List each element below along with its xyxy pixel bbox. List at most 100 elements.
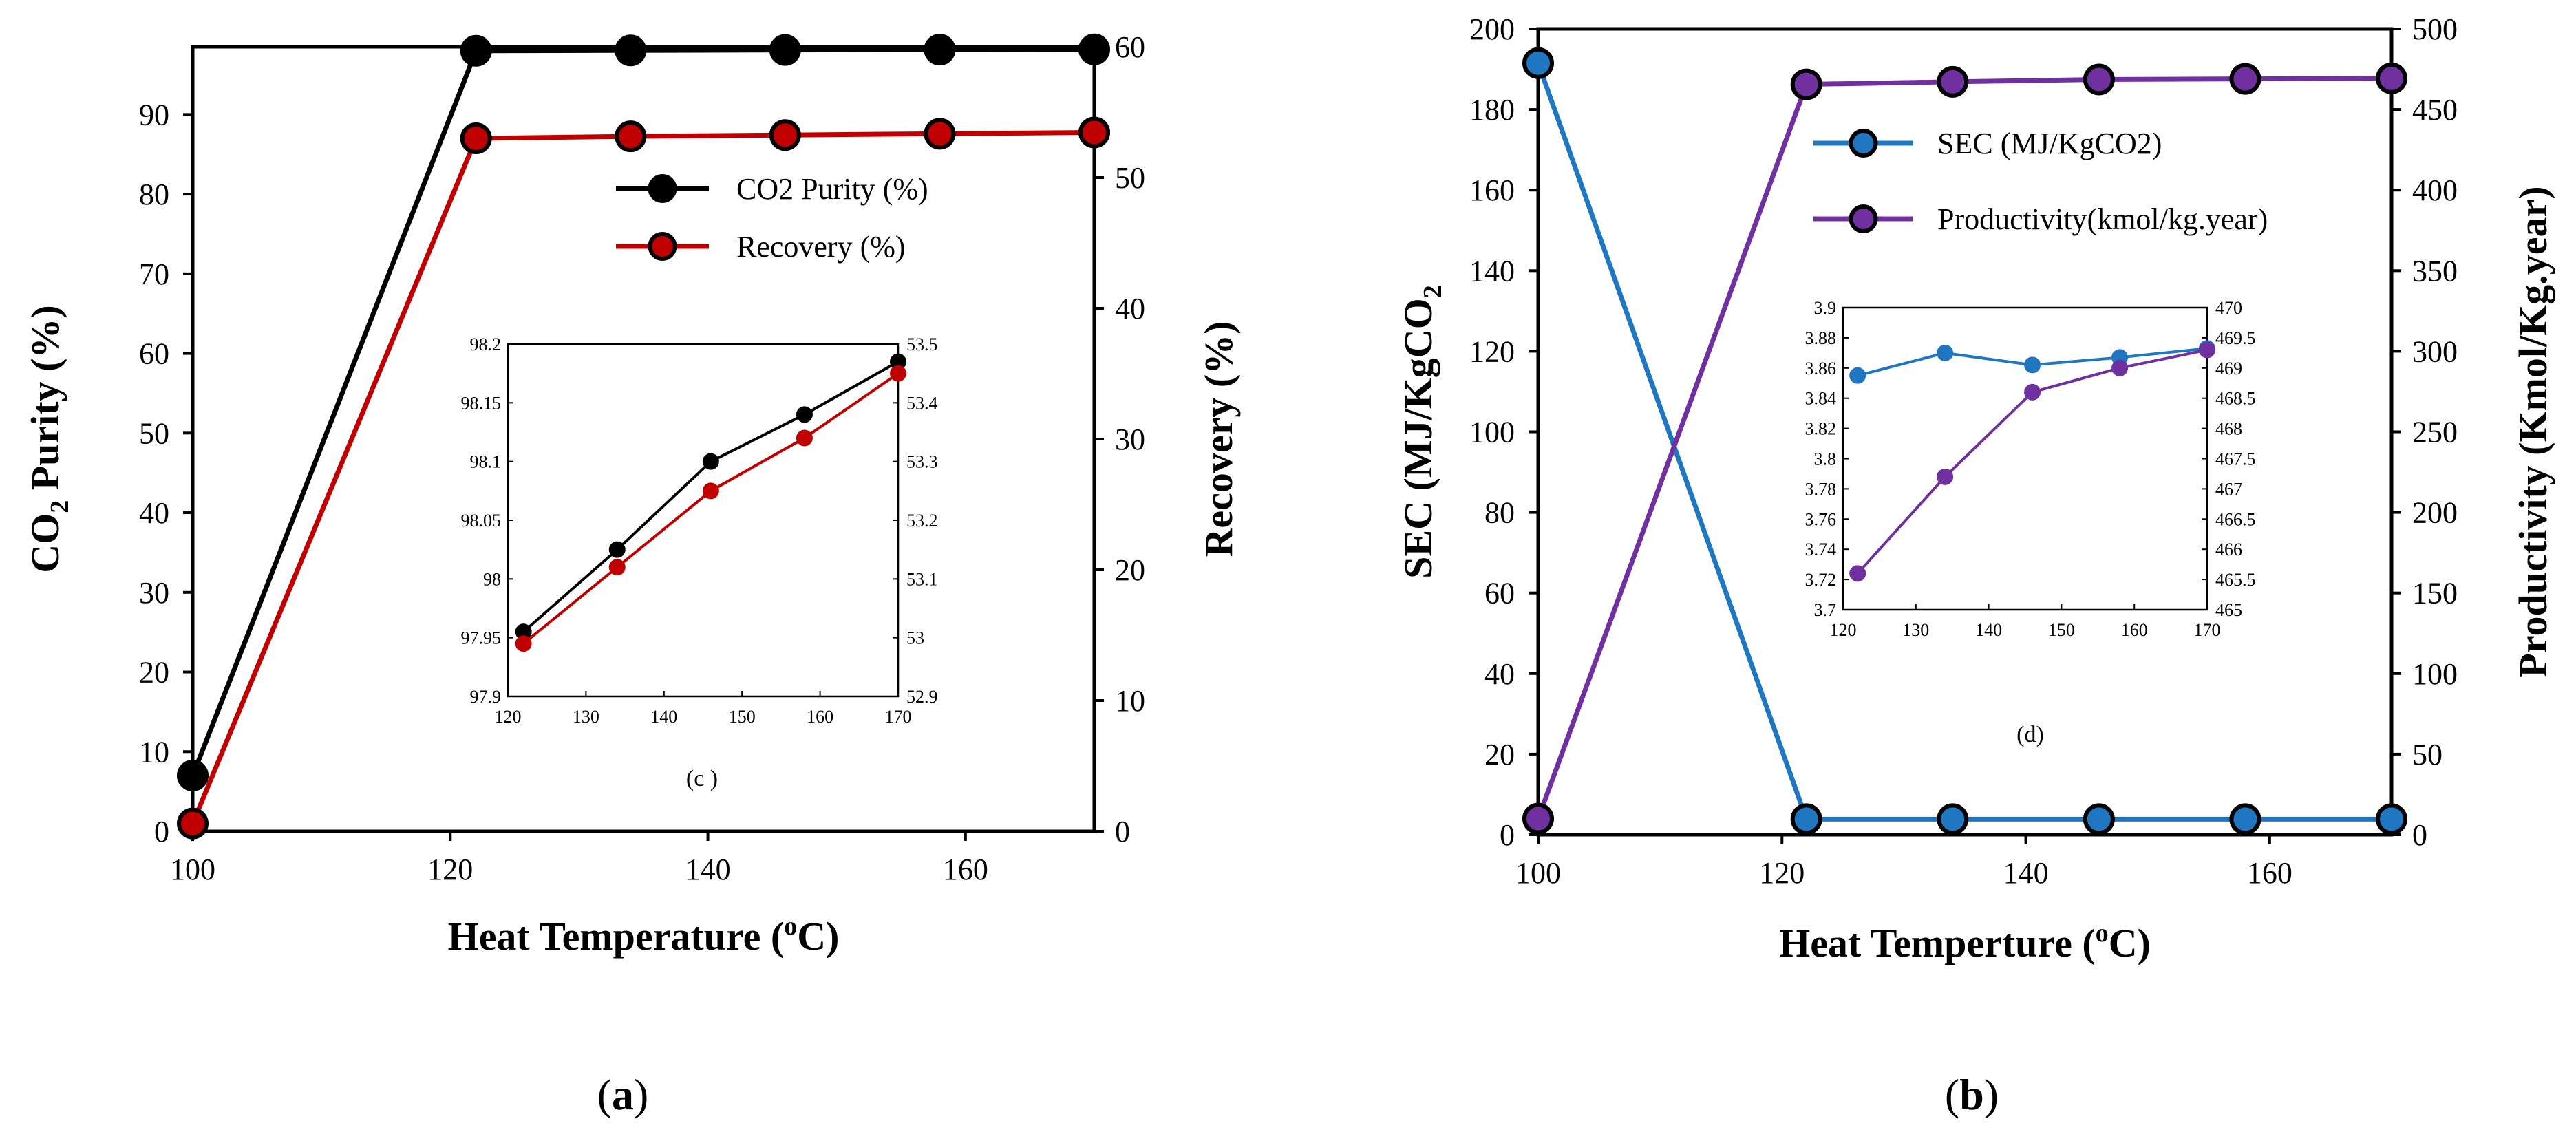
- y-left-tick-label: 80: [1484, 496, 1515, 530]
- inset-y-left-tick-label: 98: [483, 569, 501, 589]
- x-axis-label-tail: C): [797, 914, 839, 959]
- inset-data-point: [610, 559, 625, 575]
- data-point: [1524, 50, 1552, 77]
- legend-marker: [650, 234, 675, 259]
- legend-marker: [1851, 206, 1876, 231]
- inset-y-left-tick-label: 3.78: [1805, 479, 1837, 499]
- inset-y-right-tick-label: 468: [2215, 419, 2242, 439]
- data-point: [462, 37, 490, 65]
- data-point: [1939, 68, 1966, 96]
- inset-y-left-tick-label: 3.8: [1814, 449, 1837, 469]
- inset-x-tick-label: 130: [573, 707, 599, 727]
- inset-y-right-tick-label: 53.3: [906, 452, 938, 472]
- inset-frame: [508, 344, 898, 696]
- inset-x-tick-label: 150: [2048, 620, 2075, 640]
- x-tick-label: 100: [1515, 856, 1561, 890]
- y-left-tick-label: 180: [1469, 93, 1515, 127]
- inset-y-right-tick-label: 53.4: [906, 393, 938, 413]
- y-left-tick-label: 60: [139, 337, 169, 371]
- y-left-tick-label: 10: [139, 735, 169, 769]
- y-left-tick-label: 200: [1469, 12, 1515, 46]
- data-point: [1081, 118, 1108, 146]
- inset-y-right-tick-label: 53.5: [906, 334, 938, 354]
- inset-data-point: [2025, 385, 2040, 400]
- inset-data-point: [797, 431, 812, 446]
- data-point: [1081, 36, 1108, 63]
- inset-data-point: [2025, 357, 2040, 372]
- panel-caption-open: (: [597, 1070, 612, 1119]
- y-right-tick-label: 150: [2412, 577, 2458, 610]
- y-right-tick-label: 50: [2412, 738, 2442, 771]
- figure-canvas: 100 120 140 1600102030405060708090010203040…: [0, 0, 2576, 1132]
- inset-y-left-tick-label: 3.86: [1805, 359, 1837, 378]
- inset-data-point: [516, 636, 531, 651]
- x-axis-label-sup: o: [2096, 919, 2109, 948]
- inset-x-tick-label: 160: [2121, 620, 2148, 640]
- legend-marker: [1851, 131, 1876, 156]
- inset-data-point: [1850, 566, 1865, 581]
- y-left-tick-label: 60: [1484, 577, 1515, 610]
- inset-y-right-tick-label: 465.5: [2215, 570, 2256, 590]
- inset-y-left-tick-label: 98.15: [461, 393, 502, 413]
- inset-data-point: [703, 454, 718, 469]
- inset-y-right-tick-label: 53.2: [906, 511, 938, 531]
- inset-data-point: [1850, 368, 1865, 383]
- data-point: [2378, 805, 2405, 833]
- inset-y-right-tick-label: 52.9: [906, 687, 938, 707]
- inset-y-left-tick-label: 3.84: [1805, 389, 1837, 409]
- legend-label: Productivity(kmol/kg.year): [1937, 202, 2268, 236]
- inset-data-point: [797, 407, 812, 422]
- panel-caption-close: ): [1984, 1070, 1999, 1119]
- inset-y-right-tick-label: 470: [2215, 298, 2242, 318]
- inset-y-left-tick-label: 3.88: [1805, 328, 1837, 348]
- y-right-tick-label: 100: [2412, 657, 2458, 691]
- legend-marker: [650, 176, 675, 201]
- inset-label: (c ): [686, 766, 718, 791]
- panel-caption-close: ): [634, 1070, 648, 1119]
- y-left-tick-label: 40: [139, 496, 169, 530]
- y-left-tick-label: 0: [1500, 818, 1515, 852]
- y-left-tick-label: 40: [1484, 657, 1515, 691]
- legend-label: Recovery (%): [736, 230, 906, 264]
- x-axis-label-tail: C): [2109, 921, 2151, 965]
- panel-caption: (b): [1945, 1070, 1999, 1119]
- inset-y-right-tick-label: 469: [2215, 359, 2242, 378]
- inset-y-left-tick-label: 98.1: [470, 452, 502, 472]
- y-right-tick-label: 40: [1115, 292, 1145, 325]
- y-right-axis-label: Recovery (%): [1196, 321, 1241, 557]
- legend-label: CO2 Purity (%): [736, 172, 928, 206]
- data-point: [1793, 71, 1820, 98]
- y-left-tick-label: 100: [1469, 416, 1515, 449]
- data-point: [617, 122, 644, 150]
- y-left-tick-label: 140: [1469, 254, 1515, 288]
- y-right-tick-label: 60: [1115, 30, 1145, 64]
- inset-x-tick-label: 170: [2194, 620, 2221, 640]
- inset-y-left-tick-label: 3.9: [1814, 298, 1837, 318]
- inset-data-point: [891, 366, 906, 381]
- y-left-axis-label-tail: Purity (%): [23, 305, 67, 500]
- inset-y-left-tick-label: 3.82: [1805, 419, 1837, 439]
- data-point: [771, 121, 799, 149]
- inset-y-left-tick-label: 97.95: [461, 628, 502, 648]
- y-left-axis-label-sub: 2: [45, 500, 74, 513]
- y-right-tick-label: 50: [1115, 161, 1145, 195]
- data-point: [1524, 805, 1552, 833]
- x-axis-label: Heat Temperture (oC): [1779, 919, 2151, 965]
- x-axis-label-main: Heat Temperature (: [448, 914, 785, 959]
- data-point: [179, 762, 206, 789]
- inset-data-point: [610, 542, 625, 557]
- inset-data-point: [1937, 469, 1952, 484]
- inset-x-tick-label: 130: [1902, 620, 1929, 640]
- inset-chart: 120 130 140 150 160 170 3.7 3.72 3.74 3.76 3.78 3.8…: [1805, 298, 2256, 640]
- inset-y-left-tick-label: 97.9: [470, 687, 502, 707]
- panel-caption: (a): [597, 1070, 649, 1119]
- y-left-axis-label-sub: 2: [1418, 285, 1447, 298]
- inset-y-left-tick-label: 3.74: [1805, 540, 1837, 559]
- inset-x-tick-label: 150: [729, 707, 756, 727]
- inset-y-left-tick-label: 3.7: [1814, 600, 1837, 620]
- y-right-tick-label: 500: [2412, 12, 2458, 46]
- inset-y-right-tick-label: 466: [2215, 540, 2242, 559]
- data-point: [617, 36, 644, 64]
- inset-data-point: [2112, 361, 2127, 376]
- inset-y-right-tick-label: 53: [906, 628, 924, 648]
